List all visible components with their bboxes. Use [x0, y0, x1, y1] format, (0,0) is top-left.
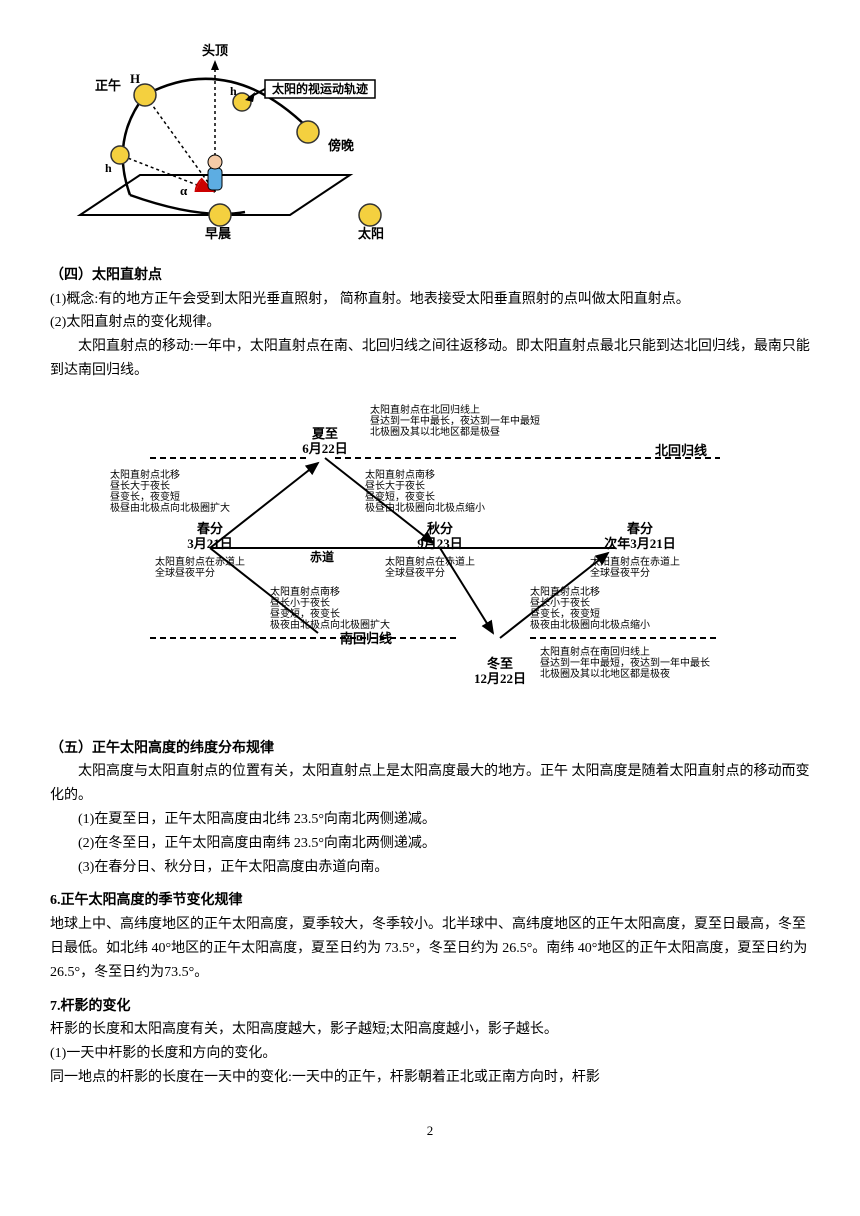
section4-p1: (1)概念:有的地方正午会受到太阳光垂直照射， 简称直射。地表接受太阳垂直照射的…: [50, 288, 810, 312]
subsolar-diagram: 夏至 6月22日 春分 3月21日 秋分 9月23日 春分 次年3月21日 冬至…: [50, 393, 810, 722]
anno-summer: 太阳直射点在北回归线上昼达到一年中最长，夜达到一年中最短北极圈及其以北地区都是极…: [370, 403, 540, 438]
svg-text:南回归线: 南回归线: [340, 631, 392, 646]
label-zenith: 头顶: [202, 43, 228, 58]
label-h2: h: [105, 161, 112, 175]
label-alpha: α: [180, 183, 188, 198]
anno-edge1: 太阳直射点北移昼长大于夜长昼变长，夜变短极昼由北极点向北极圈扩大: [110, 468, 230, 514]
anno-edge3: 太阳直射点南移昼长小于夜长昼变短，夜变长极夜由北极点向北极圈扩大: [270, 585, 390, 631]
section5-p4: (3)在春分日、秋分日，正午太阳高度由赤道向南。: [50, 856, 810, 880]
section4-p2: (2)太阳直射点的变化规律。: [50, 311, 810, 335]
svg-text:6月22日: 6月22日: [302, 441, 348, 456]
section4-title: （四）太阳直射点: [50, 264, 810, 288]
anno-winter: 太阳直射点在南回归线上昼达到一年中最短，夜达到一年中最长北极圈及其以北地区都是极…: [540, 645, 710, 680]
svg-text:赤道: 赤道: [310, 549, 334, 564]
svg-text:春分: 春分: [626, 521, 653, 536]
section5-title: （五）正午太阳高度的纬度分布规律: [50, 737, 810, 761]
section7-p1: 杆影的长度和太阳高度有关，太阳高度越大，影子越短;太阳高度越小，影子越长。: [50, 1018, 810, 1042]
section5-p2: (1)在夏至日，正午太阳高度由北纬 23.5°向南北两侧递减。: [50, 808, 810, 832]
svg-text:北回归线: 北回归线: [655, 443, 707, 458]
anno-spring2: 太阳直射点在赤道上全球昼夜平分: [590, 555, 680, 579]
section7-p2: (1)一天中杆影的长度和方向的变化。: [50, 1042, 810, 1066]
svg-text:冬至: 冬至: [487, 656, 513, 671]
anno-spring1: 太阳直射点在赤道上全球昼夜平分: [155, 555, 245, 579]
section5-p1: 太阳高度与太阳直射点的位置有关，太阳直射点上是太阳高度最大的地方。正午 太阳高度…: [50, 760, 810, 808]
label-trajectory: 太阳的视运动轨迹: [272, 81, 368, 96]
label-sun: 太阳: [357, 226, 384, 240]
svg-text:12月22日: 12月22日: [474, 671, 526, 686]
anno-edge4: 太阳直射点北移昼长小于夜长昼变长，夜变短极夜由北极圈向北极点缩小: [530, 585, 650, 631]
section7-p3: 同一地点的杆影的长度在一天中的变化:一天中的正午，杆影朝着正北或正南方向时，杆影: [50, 1066, 810, 1090]
label-h1: h: [230, 84, 237, 98]
svg-text:春分: 春分: [196, 521, 223, 536]
sun-motion-diagram: 头顶 正午 H h h α 太阳的视运动轨迹 傍晚 早晨 太阳: [50, 40, 810, 249]
page-number: 2: [50, 1120, 810, 1142]
section5-p3: (2)在冬至日，正午太阳高度由南纬 23.5°向南北两侧递减。: [50, 832, 810, 856]
section4-p3: 太阳直射点的移动:一年中，太阳直射点在南、北回归线之间往返移动。即太阳直射点最北…: [50, 335, 810, 383]
svg-text:秋分: 秋分: [427, 521, 453, 536]
label-morning: 早晨: [205, 226, 232, 240]
anno-edge2: 太阳直射点南移昼长大于夜长昼变短，夜变长极昼由北极圈向北极点缩小: [365, 468, 485, 514]
svg-text:9月23日: 9月23日: [417, 536, 463, 551]
section7-title: 7.杆影的变化: [50, 995, 810, 1019]
svg-text:次年3月21日: 次年3月21日: [604, 536, 676, 551]
svg-text:3月21日: 3月21日: [187, 536, 233, 551]
anno-autumn: 太阳直射点在赤道上全球昼夜平分: [385, 555, 475, 579]
label-H: H: [130, 71, 140, 86]
svg-text:夏至: 夏至: [311, 426, 338, 441]
section6-p1: 地球上中、高纬度地区的正午太阳高度，夏季较大，冬季较小。北半球中、高纬度地区的正…: [50, 913, 810, 984]
section6-title: 6.正午太阳高度的季节变化规律: [50, 889, 810, 913]
label-noon: 正午: [95, 78, 121, 93]
label-evening: 傍晚: [328, 138, 354, 153]
